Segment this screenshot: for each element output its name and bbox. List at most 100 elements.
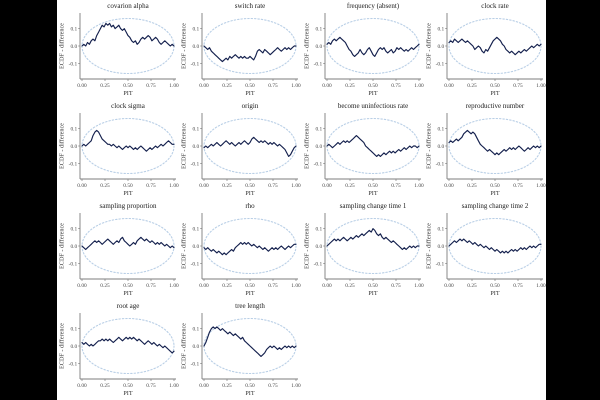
- y-axis-label: ECDF - difference: [425, 123, 432, 169]
- y-tick-label: 0.1: [437, 27, 444, 33]
- y-tick-label: 0.0: [70, 144, 77, 150]
- panel-title: sampling change time 2: [461, 202, 528, 210]
- x-tick-label: 1.00: [536, 283, 546, 289]
- panel-plot: root age ECDF - difference 0.1 0.0 -0.1 0.00 0…: [59, 302, 180, 397]
- y-tick-label: 0.1: [315, 227, 322, 233]
- x-tick-label: 0.25: [100, 183, 110, 189]
- x-tick-label: 0.50: [246, 283, 256, 289]
- x-tick-label: 0.75: [146, 183, 156, 189]
- panel-title: root age: [117, 302, 140, 310]
- y-tick-label: 0.0: [437, 244, 444, 250]
- confidence-band-ellipse: [203, 117, 297, 175]
- confidence-band-ellipse: [81, 317, 175, 375]
- x-axis-label: PIT: [490, 190, 500, 197]
- x-tick-label: 1.00: [169, 383, 179, 389]
- x-tick-label: 0.00: [444, 283, 454, 289]
- x-tick-label: 0.00: [200, 83, 210, 89]
- panel-title: frequency (absent): [346, 2, 399, 10]
- panel-plot: become uninfectious rate ECDF - differenc…: [303, 102, 424, 197]
- panel-title: tree length: [235, 302, 265, 310]
- confidence-band-ellipse: [448, 217, 542, 275]
- x-tick-label: 1.00: [292, 83, 302, 89]
- panel-plot: reproductive number ECDF - difference 0.1 0…: [425, 102, 546, 197]
- y-axis-label: ECDF - difference: [59, 23, 66, 69]
- panel-plot: sampling proportion ECDF - difference 0.1 0…: [59, 202, 180, 297]
- y-tick-label: 0.1: [315, 127, 322, 133]
- x-axis-label: PIT: [490, 290, 500, 297]
- x-tick-label: 0.75: [513, 83, 523, 89]
- x-axis-label: PIT: [368, 190, 378, 197]
- y-tick-label: -0.1: [191, 161, 200, 167]
- ecdf-difference-line: [81, 129, 175, 152]
- ecdf-difference-line: [203, 45, 297, 63]
- y-tick-label: 0.1: [193, 127, 200, 133]
- y-tick-label: 0.0: [315, 144, 322, 150]
- y-tick-label: 0.1: [70, 27, 77, 33]
- x-tick-label: 0.50: [123, 383, 133, 389]
- calibration-figure: covarion alpha ECDF - difference 0.1 0.0 -0.…: [57, 0, 546, 400]
- x-tick-label: 0.75: [391, 183, 401, 189]
- x-tick-label: 0.00: [77, 383, 87, 389]
- x-tick-label: 0.00: [77, 283, 87, 289]
- y-axis-label: ECDF - difference: [181, 23, 188, 69]
- x-tick-label: 0.75: [269, 83, 279, 89]
- x-axis-label: PIT: [246, 90, 256, 97]
- x-tick-label: 0.25: [223, 383, 233, 389]
- panel-switch-rate: switch rate ECDF - difference 0.1 0.0 -0.1 0.…: [179, 0, 302, 100]
- x-tick-label: 0.75: [269, 383, 279, 389]
- y-axis-label: ECDF - difference: [425, 223, 432, 269]
- ecdf-difference-line: [81, 22, 175, 47]
- ecdf-difference-line: [325, 135, 420, 157]
- y-tick-label: 0.0: [70, 244, 77, 250]
- confidence-band-ellipse: [203, 217, 297, 275]
- x-axis-label: PIT: [368, 290, 378, 297]
- y-tick-label: -0.1: [191, 261, 200, 267]
- x-tick-label: 0.75: [146, 383, 156, 389]
- panel-plot: sampling change time 1 ECDF - difference 0…: [303, 202, 424, 297]
- y-axis-label: ECDF - difference: [303, 123, 310, 169]
- panel-plot: rho ECDF - difference 0.1 0.0 -0.1 0.00 0.25 0.…: [181, 202, 302, 297]
- y-tick-label: 0.1: [70, 227, 77, 233]
- panel-plot: origin ECDF - difference 0.1 0.0 -0.1 0.00 0.2…: [181, 102, 302, 197]
- y-tick-label: -0.1: [191, 61, 200, 67]
- panel-plot: covarion alpha ECDF - difference 0.1 0.0 -0.…: [59, 2, 180, 97]
- y-tick-label: 0.1: [437, 127, 444, 133]
- ecdf-difference-line: [203, 136, 297, 157]
- x-tick-label: 0.50: [490, 183, 500, 189]
- panel-clock-sigma: clock sigma ECDF - difference 0.1 0.0 -0.1 0.…: [57, 100, 180, 200]
- y-axis-label: ECDF - difference: [303, 223, 310, 269]
- x-tick-label: 0.75: [513, 183, 523, 189]
- x-tick-label: 0.25: [100, 83, 110, 89]
- x-tick-label: 0.25: [100, 383, 110, 389]
- confidence-band-ellipse: [81, 117, 175, 175]
- x-tick-label: 1.00: [292, 183, 302, 189]
- y-tick-label: 0.1: [193, 327, 200, 333]
- y-axis-label: ECDF - difference: [181, 223, 188, 269]
- x-tick-label: 1.00: [169, 183, 179, 189]
- panel-sampling-proportion: sampling proportion ECDF - difference 0.1 0…: [57, 200, 180, 300]
- y-tick-label: 0.0: [70, 44, 77, 50]
- y-tick-label: 0.0: [315, 44, 322, 50]
- panel-clock-rate: clock rate ECDF - difference 0.1 0.0 -0.1 0.0…: [424, 0, 546, 100]
- panel-title: switch rate: [235, 2, 266, 10]
- confidence-band-ellipse: [325, 17, 420, 75]
- y-tick-label: 0.0: [315, 244, 322, 250]
- x-tick-label: 0.25: [345, 283, 355, 289]
- panel-title: origin: [242, 102, 259, 110]
- y-tick-label: -0.1: [69, 361, 78, 367]
- confidence-band-ellipse: [448, 17, 542, 75]
- y-axis-label: ECDF - difference: [59, 123, 66, 169]
- y-tick-label: 0.1: [315, 27, 322, 33]
- x-tick-label: 1.00: [536, 183, 546, 189]
- x-tick-label: 1.00: [414, 183, 424, 189]
- y-axis-label: ECDF - difference: [181, 123, 188, 169]
- panel-grid: covarion alpha ECDF - difference 0.1 0.0 -0.…: [57, 0, 546, 400]
- x-axis-label: PIT: [246, 390, 256, 397]
- x-tick-label: 1.00: [414, 83, 424, 89]
- ecdf-difference-line: [81, 336, 175, 354]
- x-tick-label: 0.25: [223, 83, 233, 89]
- x-axis-label: PIT: [123, 90, 133, 97]
- y-axis-label: ECDF - difference: [303, 23, 310, 69]
- y-tick-label: -0.1: [313, 61, 322, 67]
- y-tick-label: 0.1: [437, 227, 444, 233]
